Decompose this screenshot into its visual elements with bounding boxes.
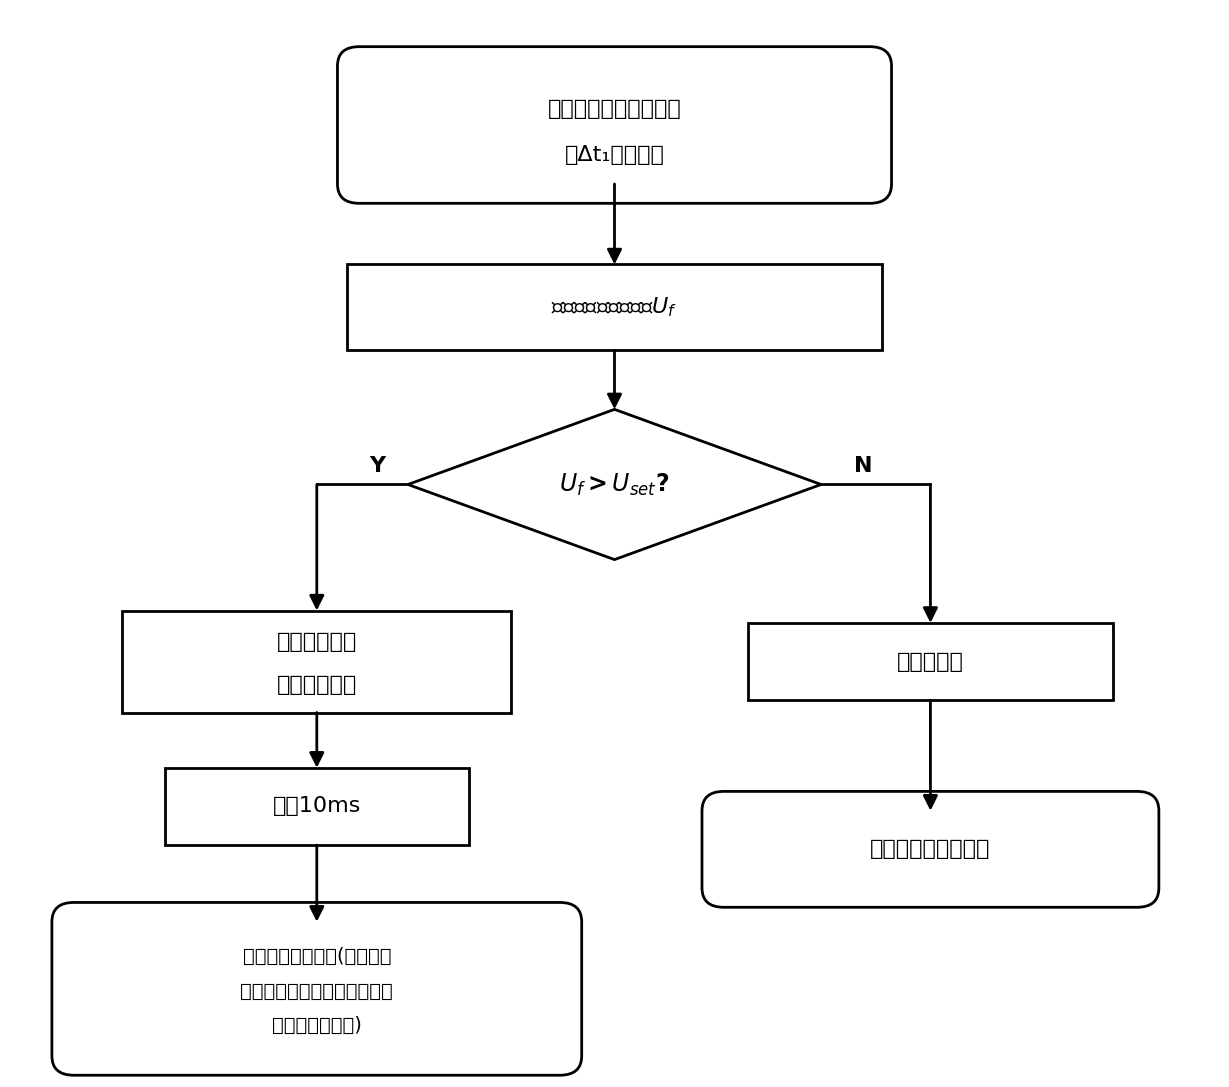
Bar — [748, 623, 1112, 700]
Text: 永久性故障: 永久性故障 — [897, 651, 964, 672]
Text: 流断路器实现故障隔离，还需: 流断路器实现故障隔离，还需 — [241, 982, 393, 1000]
Bar — [123, 611, 511, 712]
Text: N: N — [854, 457, 873, 476]
Text: 隔离故障极线路，并经: 隔离故障极线路，并经 — [548, 99, 681, 118]
FancyBboxPatch shape — [702, 791, 1159, 908]
Text: $\mathbf{\mathit{U_f}}$$\mathbf{>}$$\mathbf{\mathit{U_{set}}}$$\mathbf{?}$: $\mathbf{\mathit{U_f}}$$\mathbf{>}$$\mat… — [559, 472, 670, 498]
Text: 重合直流断路器): 重合直流断路器) — [272, 1016, 361, 1035]
FancyBboxPatch shape — [338, 47, 891, 203]
Text: 延时10ms: 延时10ms — [273, 797, 361, 816]
Text: 测量故障极对地电压$\mathit{U_f}$: 测量故障极对地电压$\mathit{U_f}$ — [552, 296, 677, 320]
Text: 故障已消失，: 故障已消失， — [277, 633, 356, 652]
Bar — [165, 767, 468, 845]
Text: 重启故障极换流器(若利用直: 重启故障极换流器(若利用直 — [242, 947, 391, 966]
Bar — [347, 264, 882, 350]
Text: 不重启故障极换流器: 不重启故障极换流器 — [870, 839, 991, 860]
Text: Y: Y — [370, 457, 386, 476]
Text: 为瞬时性故障: 为瞬时性故障 — [277, 675, 356, 696]
FancyBboxPatch shape — [52, 902, 581, 1075]
Polygon shape — [408, 410, 821, 560]
Text: 历Δt₁的去游离: 历Δt₁的去游离 — [564, 145, 665, 165]
